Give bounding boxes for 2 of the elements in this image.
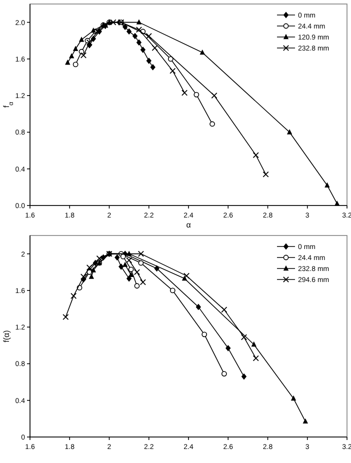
x-axis-title: α <box>186 220 192 230</box>
y-axis-title: f(α) <box>2 330 11 342</box>
